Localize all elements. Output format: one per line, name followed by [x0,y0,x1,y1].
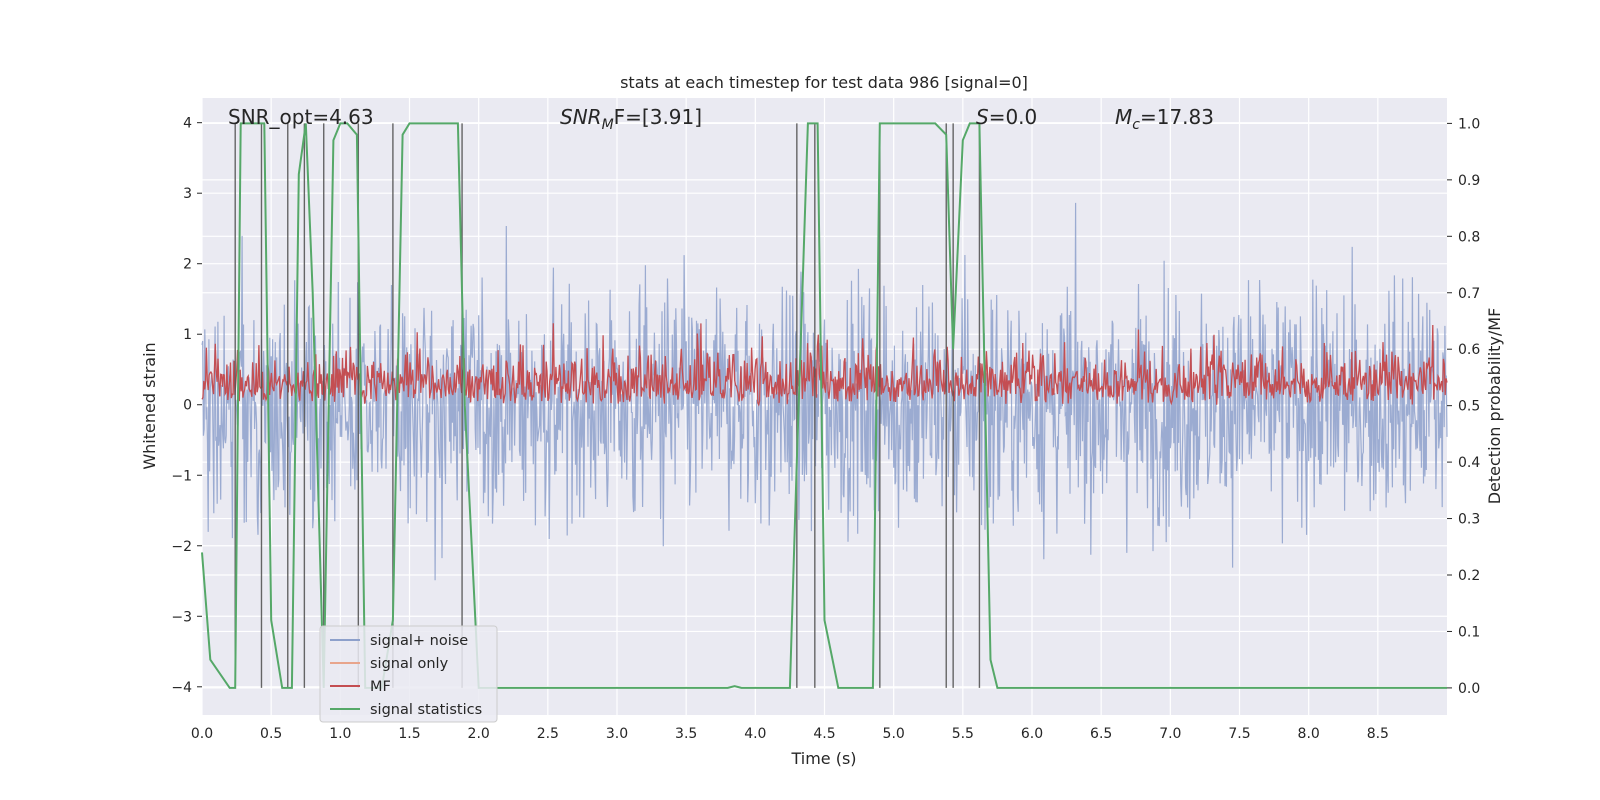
x-tick-label: 1.5 [398,726,420,742]
annotation-mc-symbol: M [1115,105,1132,129]
y2-tick-label: 0.4 [1458,455,1480,471]
y2-tick-label: 0.2 [1458,568,1480,584]
y2-tick-label: 1.0 [1458,116,1480,132]
annotation-snr-mf-subscript: M [602,117,614,133]
legend-label-signal-statistics: signal statistics [370,702,482,718]
legend-label-signal-noise: signal+ noise [370,633,468,649]
y2-axis-label: Detection probability/MF [1485,308,1504,505]
signal-statistics-series [201,122,1447,689]
y-tick-label: 2 [183,257,192,273]
y-tick-label: 0 [183,398,192,414]
x-tick-label: 8.0 [1298,726,1320,742]
y-tick-label: −2 [171,539,192,555]
x-tick-label: 6.5 [1090,726,1112,742]
y-tick-label: −3 [171,609,192,625]
x-tick-label: 3.0 [606,726,628,742]
signal-noise-series [201,202,1448,581]
series-signal-noise-line [201,202,1448,581]
legend-box [319,625,498,723]
x-tick-label: 5.5 [952,726,974,742]
x-tick-label: 1.0 [329,726,351,742]
annotation-snr-mf-value: F=[3.91] [614,105,702,129]
y-axis-label: Whitened strain [140,342,159,469]
y2-tick-label: 0.5 [1458,399,1480,415]
event-markers [234,123,981,688]
series-signal-statistics-line [201,122,1447,689]
x-axis-ticks: 0.0 0.5 1.0 1.5 2.0 2.5 3.0 3.5 4.0 4.5 5.0 5.5 6.0 6… [191,726,1389,742]
x-tick-label: 7.5 [1228,726,1250,742]
annotation-snr-mf-symbol: SNR [560,105,602,129]
x-axis-label: Time (s) [790,749,856,768]
annotation-mc-subscript: c [1132,117,1140,133]
chart-title: stats at each timestep for test data 986… [620,73,1028,92]
y2-tick-label: 0.3 [1458,512,1480,528]
y2-tick-label: 0.6 [1458,342,1480,358]
y-tick-label: 1 [183,327,192,343]
y2-tick-label: 0.0 [1458,681,1480,697]
legend-label-signal-only: signal only [370,656,449,672]
y-axis-ticks: 4 3 2 1 0 −1 −2 −3 −4 [171,116,202,696]
y-tick-label: −4 [171,680,192,696]
y2-tick-label: 0.9 [1458,173,1480,189]
y-tick-label: 4 [183,116,192,132]
y2-axis-ticks: 1.0 0.9 0.8 0.7 0.6 0.5 0.4 0.3 0.2 0.1 0.0 [1447,116,1480,697]
y2-tick-label: 0.7 [1458,286,1480,302]
annotation-s-symbol: S [976,105,989,129]
x-tick-label: 3.5 [675,726,697,742]
x-tick-label: 2.5 [537,726,559,742]
annotation-s: S=0.0 [976,105,1037,129]
y2-tick-label: 0.8 [1458,229,1480,245]
x-tick-label: 5.0 [883,726,905,742]
annotation-snr-opt: SNR_opt=4.63 [228,105,374,129]
legend-label-mf: MF [370,679,391,695]
annotation-mc: Mc=17.83 [1115,105,1214,133]
legend: signal+ noise signal only MF signal stat… [319,625,498,723]
y2-tick-label: 0.1 [1458,624,1480,640]
series-mf-line [201,323,1448,407]
annotation-mc-value: =17.83 [1140,105,1214,129]
x-tick-label: 0.5 [260,726,282,742]
y-tick-label: 3 [183,186,192,202]
x-tick-label: 8.5 [1367,726,1389,742]
x-tick-label: 2.0 [468,726,490,742]
x-tick-label: 4.0 [744,726,766,742]
x-tick-label: 7.0 [1159,726,1181,742]
x-tick-label: 6.0 [1021,726,1043,742]
y-tick-label: −1 [171,468,192,484]
annotation-snr-mf: SNRMF=[3.91] [560,105,702,133]
mf-series [201,323,1448,407]
x-tick-label: 0.0 [191,726,213,742]
x-tick-label: 4.5 [813,726,835,742]
annotation-s-value: =0.0 [989,105,1038,129]
